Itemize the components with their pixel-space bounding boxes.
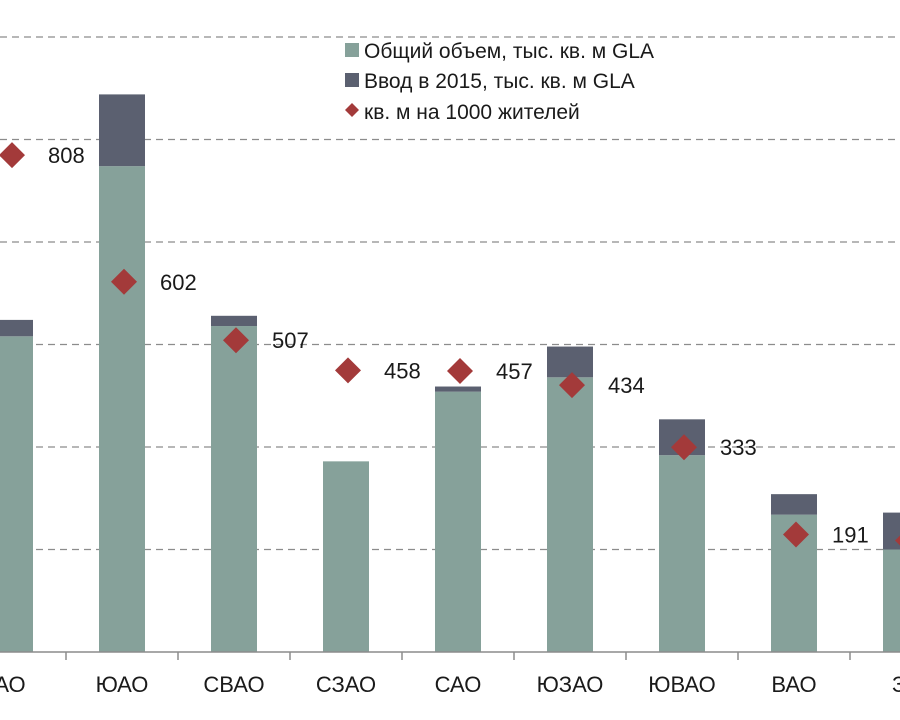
x-tick-label: ЮЗАО xyxy=(537,672,604,697)
bar-new xyxy=(771,494,817,515)
data-label: 507 xyxy=(272,328,309,353)
x-tick-label: ЮАО xyxy=(96,672,149,697)
bar-total xyxy=(659,455,705,652)
x-tick-label: ЗА xyxy=(892,672,900,697)
x-tick-label: ВАО xyxy=(771,672,816,697)
bar-new xyxy=(883,512,900,550)
bar-new xyxy=(547,346,593,378)
data-label: 333 xyxy=(720,435,757,460)
data-label: 602 xyxy=(160,270,197,295)
x-tick-label: СВАО xyxy=(203,672,264,697)
x-tick-label: АО xyxy=(0,672,26,697)
bar-total xyxy=(323,461,369,652)
legend: Общий объем, тыс. кв. м GLA Ввод в 2015,… xyxy=(345,40,654,124)
bar-new xyxy=(435,386,481,392)
bar-new xyxy=(211,315,257,327)
bar-total xyxy=(99,166,145,652)
bar-total xyxy=(547,377,593,652)
bar-total xyxy=(435,391,481,652)
legend-label-new: Ввод в 2015, тыс. кв. м GLA xyxy=(364,70,635,93)
marker-density xyxy=(895,535,900,546)
marker-density xyxy=(111,268,137,295)
marker-density xyxy=(783,521,809,548)
data-label: 191 xyxy=(832,523,869,548)
legend-label-total: Общий объем, тыс. кв. м GLA xyxy=(364,40,654,63)
marker-density xyxy=(223,327,249,354)
marker-density xyxy=(447,357,473,384)
x-tick-label: ЮВАО xyxy=(648,672,715,697)
legend-label-density: кв. м на 1000 жителей xyxy=(364,101,580,124)
legend-swatch-total xyxy=(345,43,359,57)
bar-new xyxy=(0,319,33,337)
data-label: 458 xyxy=(384,358,421,383)
x-tick-label: СЗАО xyxy=(316,672,376,697)
gridlines xyxy=(0,36,900,551)
marker-density xyxy=(335,357,361,384)
data-label: 457 xyxy=(496,359,533,384)
bars xyxy=(0,94,900,652)
bar-new xyxy=(99,94,145,167)
bar-total xyxy=(0,336,33,652)
bar-total xyxy=(211,326,257,652)
marker-density xyxy=(0,142,25,169)
bar-total xyxy=(883,549,900,652)
x-axis: АО ЮАО СВАО СЗАО САО ЮЗАО ЮВАО ВАО ЗА xyxy=(0,651,900,697)
legend-swatch-density xyxy=(345,103,359,117)
legend-swatch-new xyxy=(345,73,359,87)
markers: 808 602 507 458 457 434 333 191 xyxy=(0,142,900,548)
data-label: 434 xyxy=(608,373,645,398)
marker-density xyxy=(559,372,585,399)
x-tick-label: САО xyxy=(435,672,482,697)
data-label: 808 xyxy=(48,143,85,168)
marker-density xyxy=(671,434,697,461)
